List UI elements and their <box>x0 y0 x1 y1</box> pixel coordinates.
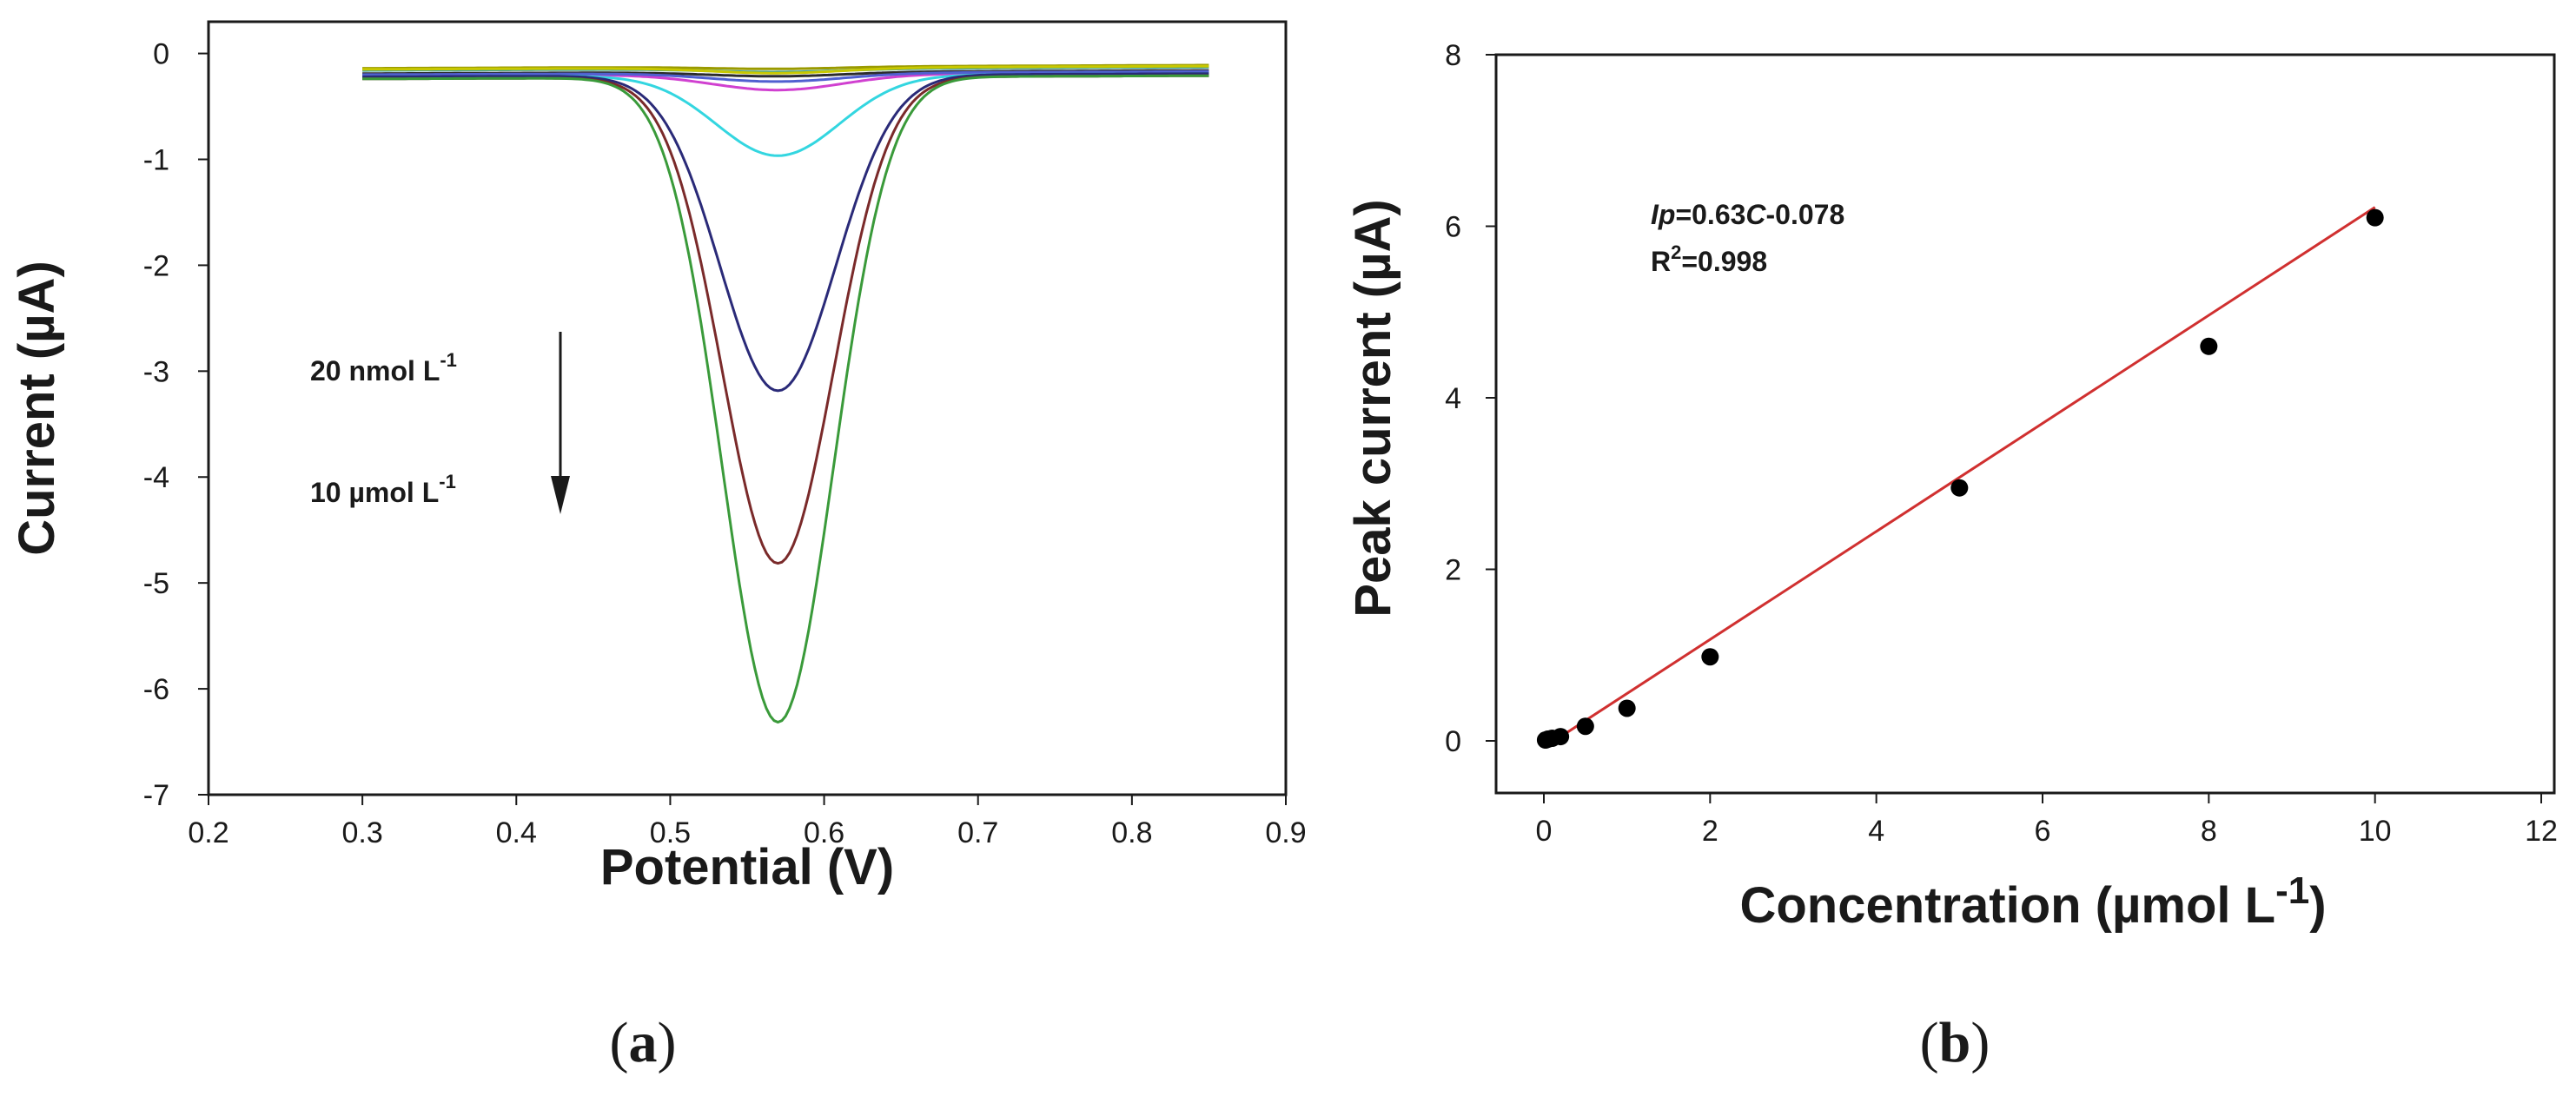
chart-b-xtick-label: 10 <box>2359 815 2392 848</box>
chart-b-ytick-label: 2 <box>1445 554 1461 587</box>
chart-b-ylabel: Peak current (µA) <box>1345 199 1401 617</box>
chart-b-panel-label: (b) <box>1920 1011 1990 1074</box>
chart-a-ytick-label: 0 <box>153 38 169 71</box>
chart-b-xtick-label: 4 <box>1868 815 1884 848</box>
chart-a-xtick-label: 0.4 <box>496 816 537 849</box>
chart-a-plot-frame <box>207 20 1288 796</box>
chart-a-annotation-top: 20 nmol L-1 <box>310 349 457 387</box>
chart-a-ytick-label: -1 <box>143 143 169 176</box>
chart-a-xlabel: Potential (V) <box>600 839 894 895</box>
chart-b-ticks <box>1486 54 2542 803</box>
chart-b-point <box>1552 728 1570 746</box>
chart-b-ytick-label: 8 <box>1445 39 1461 72</box>
chart-a-panel-label: (a) <box>610 1011 677 1074</box>
chart-a-xtick-label: 0.2 <box>188 816 228 849</box>
chart-b-points <box>1536 208 2384 750</box>
chart-a-ytick-label: -4 <box>143 461 169 494</box>
chart-a-ylabel: Current (µA) <box>9 261 65 556</box>
chart-a-arrow-head <box>551 476 570 514</box>
chart-b-plot-frame <box>1494 53 2556 795</box>
chart-a-xtick-label: 0.6 <box>804 816 844 849</box>
chart-b-xtick-label: 2 <box>1702 815 1718 848</box>
chart-a-ticks <box>198 52 1287 805</box>
chart-b-point <box>2200 337 2218 355</box>
chart-a-xtick-label: 0.9 <box>1265 816 1306 849</box>
chart-b-tick-labels: 0 2 4 6 8 10 12 0 2 4 6 8 <box>1445 39 2558 848</box>
chart-a-ytick-label: -5 <box>143 567 169 600</box>
chart-b-ytick-label: 4 <box>1445 382 1461 415</box>
chart-b-ytick-label: 6 <box>1445 211 1461 244</box>
chart-a-series <box>362 63 1209 724</box>
chart-a-ytick-label: -7 <box>143 779 169 812</box>
chart-a-ytick-label: -6 <box>143 673 169 706</box>
chart-b-fit-equation: Ip=0.63C-0.078 <box>1651 199 1844 230</box>
chart-a-annotation-bottom: 10 µmol L-1 <box>310 471 456 508</box>
chart-a-series-line <box>362 74 1209 724</box>
chart-a-xtick-label: 0.7 <box>957 816 998 849</box>
chart-a-series-line <box>362 69 1209 83</box>
chart-a-ytick-label: -3 <box>143 355 169 388</box>
chart-b-point <box>1950 479 1969 497</box>
chart-a-series-line <box>362 72 1209 393</box>
chart-b-xlabel: Concentration (µmol L-1) <box>1739 869 2326 934</box>
chart-b-xtick-label: 0 <box>1536 815 1553 848</box>
chart-b-fit-line <box>1543 206 2376 749</box>
chart-b-point <box>2366 208 2384 227</box>
chart-b: 0 2 4 6 8 10 12 0 2 4 6 8 Ip=0.63C-0.078 R2=0.998 C… <box>1345 39 2558 1074</box>
chart-b-xtick-label: 8 <box>2201 815 2217 848</box>
chart-a-xtick-label: 0.8 <box>1111 816 1152 849</box>
chart-a-tick-labels: 0.2 0.3 0.4 0.5 0.6 0.7 0.8 0.9 0 -1 -2 -3 -4 -5 -6 -7 <box>143 38 1307 849</box>
chart-b-xtick-label: 6 <box>2035 815 2051 848</box>
chart-b-fit-r2: R2=0.998 <box>1651 241 1767 277</box>
chart-b-point <box>1701 648 1719 666</box>
chart-a-series-line <box>362 74 1209 565</box>
chart-a-series-line <box>362 64 1209 75</box>
chart-a-ytick-label: -2 <box>143 249 169 282</box>
chart-a: 0.2 0.3 0.4 0.5 0.6 0.7 0.8 0.90-1-2-3-4-5-6-7 … <box>9 20 1307 1074</box>
chart-a-series-line <box>362 72 1209 157</box>
chart-b-point <box>1618 699 1636 717</box>
chart-a-xtick-label: 0.3 <box>342 816 383 849</box>
chart-b-point <box>1576 717 1594 736</box>
chart-b-xtick-label: 12 <box>2525 815 2558 848</box>
chart-a-xtick-label: 0.5 <box>650 816 691 849</box>
chart-b-ytick-label: 0 <box>1445 725 1461 758</box>
